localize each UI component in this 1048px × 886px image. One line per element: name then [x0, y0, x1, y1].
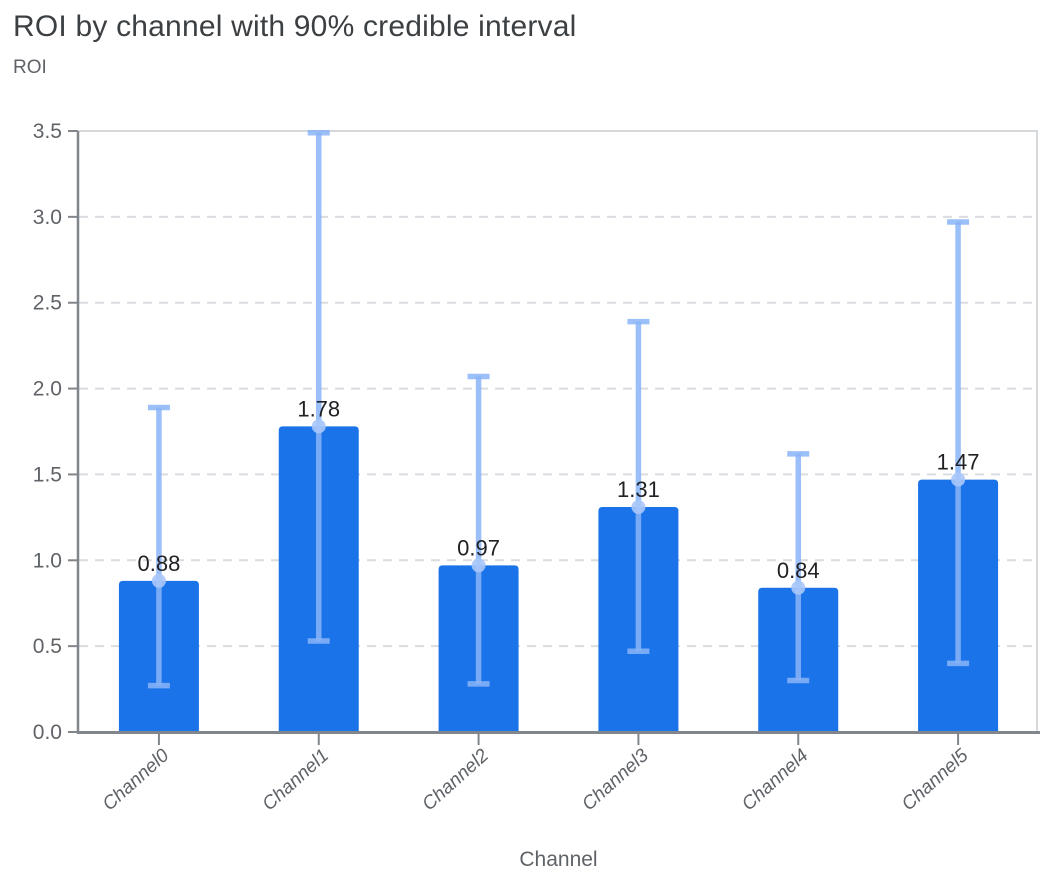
x-tick-label: Channel4: [738, 745, 813, 815]
y-tick-label: 0.0: [33, 721, 62, 744]
chart-title: ROI by channel with 90% credible interva…: [13, 10, 577, 43]
y-axis-label: ROI: [13, 57, 47, 78]
mean-marker: [631, 500, 646, 515]
value-label: 1.31: [617, 477, 660, 502]
x-tick-label: Channel1: [259, 745, 334, 815]
x-tick-label: Channel5: [898, 745, 973, 815]
y-tick-label: 0.5: [33, 635, 62, 658]
x-tick-label: Channel0: [99, 745, 174, 815]
mean-marker: [791, 580, 806, 595]
y-tick-label: 1.5: [33, 463, 62, 486]
x-tick-label: Channel2: [418, 745, 493, 815]
y-tick-label: 2.0: [33, 378, 62, 401]
value-label: 1.47: [937, 450, 980, 475]
value-label: 0.88: [138, 551, 181, 576]
value-label: 0.84: [777, 558, 820, 583]
mean-marker: [951, 472, 966, 487]
x-axis-label: Channel: [519, 848, 598, 871]
y-tick-label: 1.0: [33, 549, 62, 572]
y-tick-label: 2.5: [33, 292, 62, 315]
mean-marker: [471, 558, 486, 573]
mean-marker: [311, 419, 326, 434]
y-tick-label: 3.0: [33, 206, 62, 229]
y-tick-label: 3.5: [33, 120, 62, 143]
mean-marker: [151, 573, 166, 588]
value-label: 0.97: [457, 535, 500, 560]
x-tick-label: Channel3: [578, 745, 653, 815]
value-label: 1.78: [297, 396, 340, 421]
